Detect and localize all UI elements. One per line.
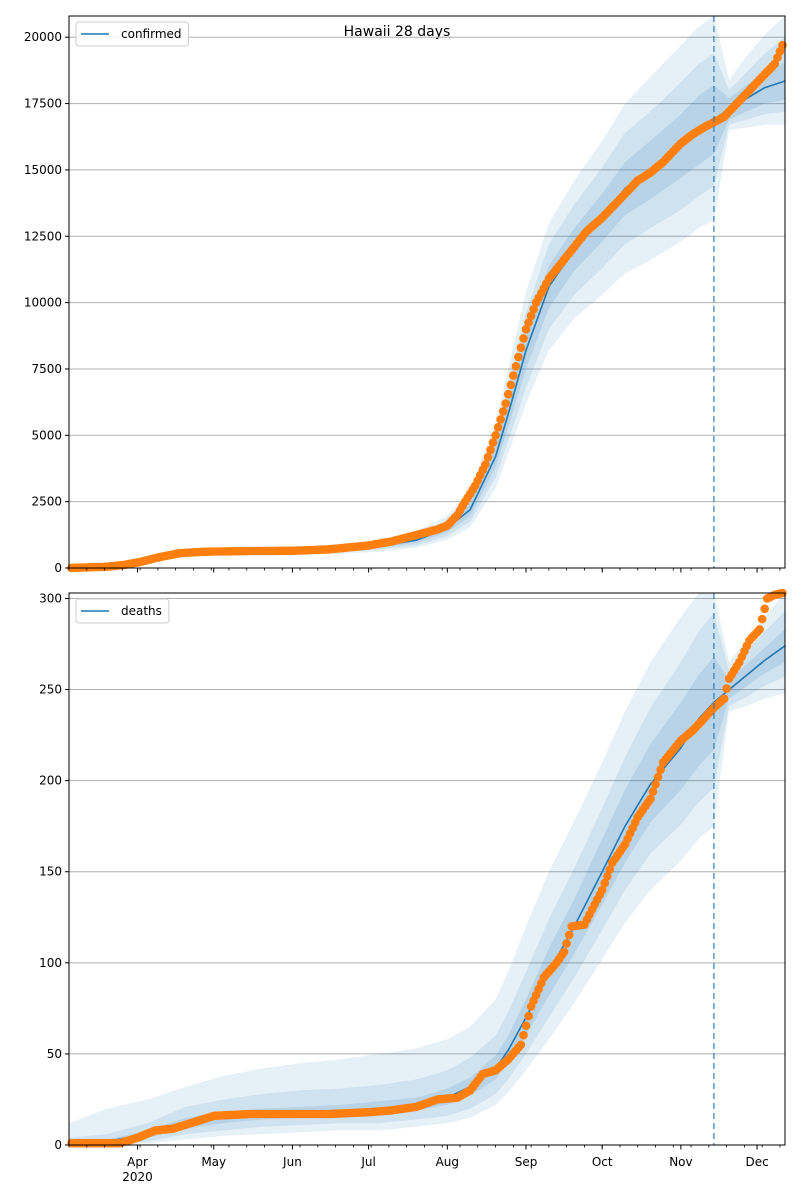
y-tick-label: 10000 <box>24 296 62 310</box>
observed-point <box>653 772 663 782</box>
band-80-percent <box>69 37 785 568</box>
observed-point <box>506 380 516 390</box>
y-tick-label: 12500 <box>24 229 62 243</box>
observed-point <box>514 352 523 362</box>
legend: deaths <box>75 598 170 624</box>
observed-point <box>496 415 505 424</box>
x-tick-label: Aug <box>436 1155 459 1169</box>
observed-point <box>755 625 764 634</box>
observed-point <box>509 371 518 380</box>
y-tick-label: 150 <box>39 865 62 879</box>
y-tick-label: 7500 <box>31 362 62 376</box>
observed-point <box>656 765 665 774</box>
x-tick-sublabel: 2020 <box>122 1170 153 1184</box>
observed-point <box>519 1030 528 1040</box>
observed-point <box>524 318 533 327</box>
observed-point <box>648 787 658 796</box>
axes-frame <box>68 15 786 569</box>
observed-point <box>757 614 767 624</box>
y-tick-label: 100 <box>39 956 62 970</box>
legend-label: confirmed <box>121 27 182 41</box>
band-95-percent <box>69 16 785 568</box>
observed-point <box>603 872 612 881</box>
grid-lines <box>69 597 785 1055</box>
observed-point <box>597 885 607 895</box>
observed-point <box>521 1021 531 1030</box>
uncertainty-bands <box>69 16 785 568</box>
observed-point <box>516 1040 526 1050</box>
observed-point <box>501 399 511 408</box>
observed-point <box>516 343 526 353</box>
observed-point <box>503 389 513 399</box>
y-tick-label: 15000 <box>24 163 62 177</box>
observed-point <box>511 362 521 371</box>
y-tick-label: 0 <box>54 1138 62 1152</box>
observed-point <box>722 684 731 693</box>
x-tick-label: Jun <box>282 1155 302 1169</box>
observed-point <box>529 305 538 314</box>
observed-point <box>605 865 615 874</box>
legend-label: deaths <box>121 604 162 618</box>
observed-points <box>67 588 787 1148</box>
observed-point <box>600 878 609 888</box>
y-axis-ticks: 0 2500 5000 7500 10000 12500 15000 17500 20000 <box>24 30 69 575</box>
observed-point <box>778 40 787 50</box>
uncertainty-bands <box>69 593 785 1145</box>
x-tick-label: Sep <box>515 1155 538 1169</box>
observed-point <box>564 930 574 940</box>
observed-point <box>526 311 536 321</box>
y-tick-label: 0 <box>54 561 62 575</box>
observed-point <box>760 604 769 614</box>
y-tick-label: 200 <box>39 774 62 788</box>
observed-point <box>498 407 508 416</box>
observed-point <box>491 431 500 440</box>
observed-points <box>67 40 787 573</box>
y-axis-ticks: 0 50 100 150 200 250 300 <box>39 591 69 1152</box>
observed-point <box>524 1011 533 1021</box>
x-tick-label: Dec <box>745 1155 768 1169</box>
x-tick-label: Apr <box>127 1155 148 1169</box>
axes-frame <box>68 592 786 1146</box>
observed-point <box>483 452 493 462</box>
y-tick-label: 250 <box>39 683 62 697</box>
legend: confirmed <box>75 21 190 47</box>
band-50-percent <box>69 62 785 568</box>
observed-point <box>646 794 655 804</box>
observed-point <box>486 445 495 455</box>
x-tick-label: May <box>201 1155 226 1169</box>
y-tick-label: 5000 <box>31 428 62 442</box>
y-tick-label: 300 <box>39 591 62 605</box>
observed-point <box>559 947 569 957</box>
x-tick-label: Oct <box>592 1155 613 1169</box>
y-tick-label: 20000 <box>24 30 62 44</box>
y-tick-label: 50 <box>47 1047 62 1061</box>
figure-title: Hawaii 28 days <box>344 24 451 40</box>
observed-point <box>719 694 729 703</box>
x-tick-label: Nov <box>669 1155 692 1169</box>
observed-point <box>519 334 528 343</box>
observed-point <box>481 460 490 469</box>
observed-point <box>521 324 531 334</box>
x-axis-ticks <box>68 568 781 573</box>
legend-box <box>75 598 170 624</box>
y-tick-label: 2500 <box>31 495 62 509</box>
y-tick-label: 17500 <box>24 97 62 111</box>
band-50-percent <box>69 629 785 1144</box>
legend-box <box>75 21 190 47</box>
observed-point <box>651 780 660 789</box>
observed-point <box>562 939 571 948</box>
confirmed-panel: 0 2500 5000 7500 10000 12500 15000 17500 20000 c… <box>24 15 787 575</box>
observed-point <box>493 423 503 432</box>
x-tick-label: Jul <box>360 1155 375 1169</box>
observed-point <box>488 438 498 447</box>
